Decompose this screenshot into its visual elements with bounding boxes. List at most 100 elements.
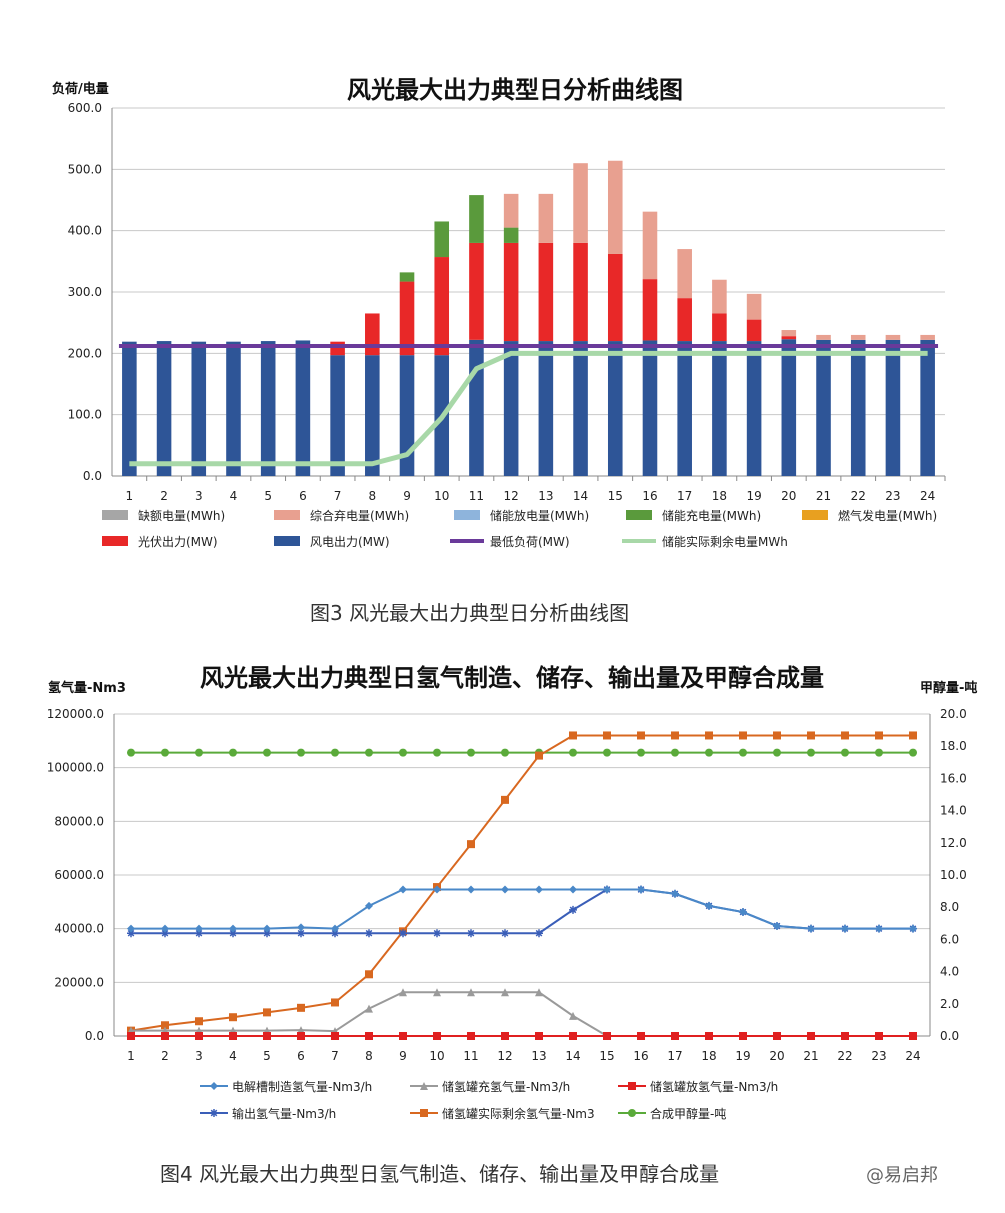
chart1-x-tick: 21 bbox=[816, 489, 831, 503]
chart2-y2-tick: 2.0 bbox=[940, 997, 959, 1011]
chart2-point bbox=[229, 1013, 237, 1022]
chart2-point bbox=[467, 840, 475, 849]
chart1-caption: 图3 风光最大出力典型日分析曲线图 bbox=[310, 601, 630, 625]
chart2-point bbox=[773, 1032, 781, 1040]
chart2-point bbox=[399, 748, 407, 757]
chart2-point bbox=[433, 885, 441, 894]
chart2-point bbox=[671, 731, 679, 740]
chart2-x-tick: 22 bbox=[837, 1049, 852, 1063]
chart2-y-tick: 120000.0 bbox=[47, 707, 104, 721]
chart1-x-tick: 5 bbox=[264, 489, 272, 503]
chart2-y2-tick: 6.0 bbox=[940, 932, 959, 946]
chart2-x-tick: 14 bbox=[565, 1049, 580, 1063]
chart2-point bbox=[637, 885, 645, 894]
chart2-legend-label: 储氢罐实际剩余氢气量-Nm3 bbox=[442, 1106, 595, 1121]
chart1-bar-segment bbox=[399, 355, 415, 476]
chart1-x-tick: 17 bbox=[677, 489, 692, 503]
chart1-bar-segment bbox=[122, 341, 137, 476]
chart2-x-tick: 10 bbox=[429, 1049, 444, 1063]
chart2-point bbox=[875, 748, 883, 757]
chart1-x-tick-labels: 1 2 3 4 5 6 7 8 9 10 11 12 13 14 15 16 17 18 19 20 21 22 23 24 bbox=[126, 476, 946, 503]
chart2-point bbox=[501, 795, 509, 804]
chart2-point bbox=[501, 988, 509, 997]
chart-wind-solar-analysis: 风光最大出力典型日分析曲线图 负荷/电量 0.0 100.0 200.0 300.0 4… bbox=[52, 76, 946, 549]
chart2-legend-item: 电解槽制造氢气量-Nm3/h bbox=[200, 1079, 372, 1094]
chart2-caption: 图4 风光最大出力典型日氢气制造、储存、输出量及甲醇合成量 bbox=[160, 1162, 720, 1186]
chart2-y2-tick: 18.0 bbox=[940, 739, 967, 753]
chart2-point bbox=[229, 924, 237, 933]
chart2-y2-tick: 12.0 bbox=[940, 836, 967, 850]
chart1-bar-segment bbox=[573, 242, 588, 342]
chart2-point bbox=[909, 731, 917, 740]
chart2-point bbox=[195, 1032, 203, 1040]
chart1-bar-segment bbox=[503, 242, 519, 342]
chart2-point bbox=[297, 923, 305, 932]
chart1-legend-label: 风电出力(MW) bbox=[310, 535, 390, 549]
chart1-x-tick: 19 bbox=[746, 489, 761, 503]
chart2-x-tick: 1 bbox=[127, 1049, 135, 1063]
chart2-point bbox=[467, 929, 475, 938]
chart1-bar-segment bbox=[642, 279, 658, 341]
chart1-legend-label: 光伏出力(MW) bbox=[138, 535, 218, 549]
chart2-series-2 bbox=[127, 1032, 917, 1040]
chart2-x-tick: 9 bbox=[399, 1049, 407, 1063]
chart1-legend-swatch bbox=[454, 510, 480, 520]
chart2-point bbox=[263, 924, 271, 933]
chart2-point bbox=[161, 924, 169, 933]
chart2-point bbox=[229, 929, 237, 938]
chart2-point bbox=[467, 1032, 475, 1040]
chart2-x-tick: 20 bbox=[769, 1049, 784, 1063]
chart1-bar-segment bbox=[712, 341, 727, 476]
chart2-point bbox=[671, 1032, 679, 1040]
chart1-bar-segment bbox=[607, 160, 623, 254]
chart1-bar-segment bbox=[538, 193, 554, 243]
chart1-legend-label: 储能充电量(MWh) bbox=[662, 508, 761, 523]
chart2-point bbox=[229, 1032, 237, 1040]
chart2-x-tick: 16 bbox=[633, 1049, 648, 1063]
chart2-point bbox=[875, 731, 883, 740]
chart1-bar-segment bbox=[156, 341, 172, 476]
chart2-legend-item: 储氢罐实际剩余氢气量-Nm3 bbox=[410, 1106, 595, 1121]
chart2-point bbox=[161, 1032, 169, 1040]
chart1-y-tick: 400.0 bbox=[68, 224, 102, 238]
chart2-point bbox=[127, 748, 135, 757]
chart2-point bbox=[569, 1032, 577, 1040]
chart1-bar-segment bbox=[746, 341, 762, 476]
chart2-x-tick: 15 bbox=[599, 1049, 614, 1063]
chart1-bar-segment bbox=[573, 341, 588, 476]
chart1-y-tick: 100.0 bbox=[68, 408, 102, 422]
chart2-gridlines bbox=[113, 713, 931, 1037]
chart1-bar-segment bbox=[677, 298, 692, 342]
chart2-point bbox=[399, 885, 407, 894]
chart1-x-tick: 12 bbox=[504, 489, 519, 503]
chart2-point bbox=[420, 1082, 428, 1090]
chart1-x-tick: 8 bbox=[368, 489, 376, 503]
chart2-point bbox=[501, 929, 509, 938]
chart2-x-tick: 18 bbox=[701, 1049, 716, 1063]
chart2-x-tick: 7 bbox=[331, 1049, 339, 1063]
chart2-point bbox=[297, 1003, 305, 1012]
chart2-x-tick: 17 bbox=[667, 1049, 682, 1063]
chart1-bar-segment bbox=[677, 341, 692, 476]
chart2-point bbox=[127, 924, 135, 933]
chart2-legend-item: 储氢罐充氢气量-Nm3/h bbox=[410, 1079, 570, 1094]
chart2-point bbox=[705, 748, 713, 757]
chart1-legend-label: 综合弃电量(MWh) bbox=[310, 508, 409, 523]
chart2-x-tick: 19 bbox=[735, 1049, 750, 1063]
chart2-point bbox=[739, 731, 747, 740]
chart2-y-tick: 60000.0 bbox=[54, 868, 104, 882]
chart1-bar-segment bbox=[607, 341, 623, 476]
chart1-x-tick: 7 bbox=[334, 489, 342, 503]
chart1-bar-segment bbox=[781, 336, 797, 340]
chart1-bar-segment bbox=[677, 249, 692, 299]
chart2-point bbox=[467, 748, 475, 757]
chart1-bar-segment bbox=[226, 341, 241, 476]
chart1-bar-segment bbox=[573, 163, 588, 243]
chart2-point bbox=[331, 929, 339, 938]
chart1-legend-swatch bbox=[802, 510, 828, 520]
chart2-legend-item: 合成甲醇量-吨 bbox=[618, 1106, 726, 1121]
chart2-x-tick-labels: 1 2 3 4 5 6 7 8 9 10 11 12 13 14 15 16 17 18 19 20 21 22 23 24 bbox=[127, 1049, 920, 1063]
chart2-x-tick: 24 bbox=[905, 1049, 920, 1063]
chart1-bar-segment bbox=[260, 341, 276, 476]
chart2-point bbox=[263, 1032, 271, 1040]
